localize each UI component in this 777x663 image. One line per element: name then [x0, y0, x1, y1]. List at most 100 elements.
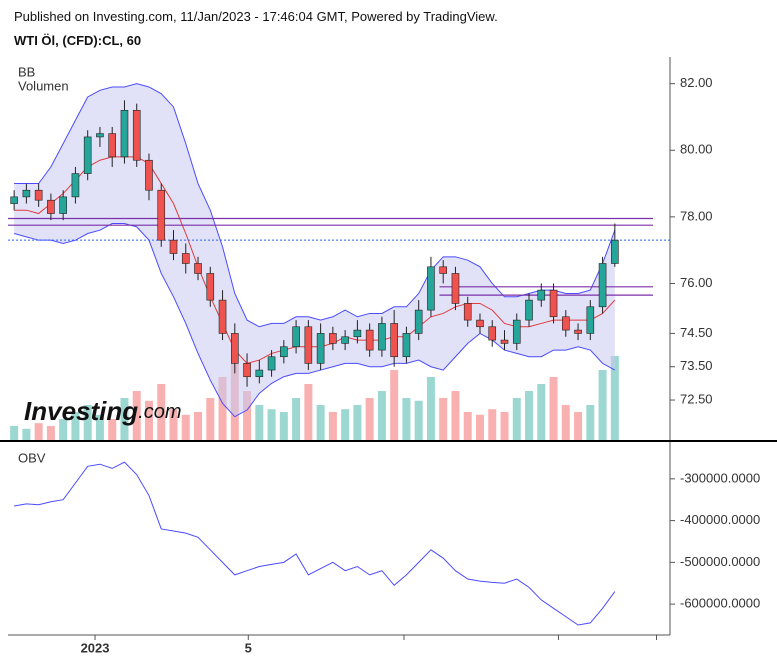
candle — [341, 330, 349, 351]
candle — [243, 353, 251, 387]
volume-bar — [255, 405, 264, 440]
candle — [157, 183, 166, 247]
y-tick-label: 72.50 — [680, 391, 713, 406]
volume-bar — [377, 391, 386, 440]
candle — [34, 183, 43, 207]
volume-bar — [279, 412, 288, 440]
candle — [47, 193, 55, 221]
volume-bar — [144, 400, 153, 440]
volume-bar — [108, 419, 117, 440]
candle — [427, 256, 435, 317]
candle — [414, 300, 423, 341]
bb-upper — [14, 83, 616, 328]
candle — [59, 190, 67, 221]
candle — [304, 320, 313, 371]
candle — [586, 300, 595, 341]
candle-body — [463, 303, 472, 321]
candle-body — [292, 326, 300, 348]
volume-bar — [169, 409, 178, 440]
candle — [353, 320, 362, 344]
candle-body — [476, 319, 484, 328]
candle-body — [280, 346, 288, 358]
volume-bar — [95, 414, 104, 440]
candle-body — [316, 333, 325, 364]
candle-body — [22, 189, 31, 198]
y-tick-label: 80.00 — [680, 142, 713, 157]
candle-body — [512, 319, 521, 344]
candle-body — [34, 189, 43, 201]
candle-body — [10, 196, 18, 204]
candle — [598, 256, 607, 314]
candle-body — [574, 329, 582, 334]
candle-body — [206, 273, 215, 301]
legend-entry: OBV — [18, 450, 46, 465]
candle-body — [378, 323, 386, 351]
candle-body — [120, 109, 129, 158]
bb-fill — [14, 83, 615, 417]
candle — [181, 243, 190, 274]
volume-bar — [365, 398, 374, 440]
candle — [316, 323, 325, 371]
candle-body — [427, 266, 435, 311]
volume-bar — [218, 377, 227, 440]
volume-bar — [475, 414, 484, 440]
candle-body — [243, 363, 251, 378]
x-tick-label: 2023 — [81, 640, 110, 655]
candle — [512, 313, 521, 351]
candle-body — [267, 356, 276, 371]
candle — [574, 323, 582, 341]
volume-bar — [426, 377, 435, 440]
volume-bar — [194, 412, 203, 440]
y-tick-label: 76.00 — [680, 275, 713, 290]
published-note: Published on Investing.com, 11/Jan/2023 … — [14, 9, 498, 24]
candle — [96, 126, 104, 147]
candle-body — [402, 333, 411, 358]
volume-bar — [120, 398, 129, 440]
candle — [22, 183, 31, 204]
volume-bar — [525, 391, 534, 440]
volume-bar — [341, 409, 350, 440]
candle — [292, 320, 300, 354]
candle — [280, 340, 288, 364]
candle-body — [537, 289, 546, 301]
volume-bar — [34, 423, 43, 440]
volume-bar — [402, 398, 411, 440]
y-tick-label: -500000.0000 — [680, 554, 760, 569]
candle — [500, 330, 509, 351]
y-tick-label: 74.50 — [680, 325, 713, 340]
candle — [329, 326, 337, 351]
logo-suffix: .com — [138, 401, 181, 423]
candle — [611, 223, 619, 267]
candle — [10, 190, 18, 211]
y-tick-label: -300000.0000 — [680, 470, 760, 485]
candle-body — [611, 239, 619, 264]
candle-body — [341, 336, 349, 344]
volume-bar — [451, 391, 460, 440]
volume-bar — [610, 356, 619, 440]
volume-bar — [488, 409, 497, 440]
candle-body — [194, 263, 202, 274]
volume-bar — [59, 419, 68, 440]
candle — [402, 326, 411, 364]
candle — [390, 310, 398, 367]
candle-body — [488, 326, 497, 341]
y-tick-label: 82.00 — [680, 75, 713, 90]
candle — [561, 310, 570, 337]
volume-bar — [316, 405, 325, 440]
candle — [549, 283, 558, 324]
y-tick-label: 73.50 — [680, 358, 713, 373]
candle — [71, 166, 80, 204]
candle-body — [304, 326, 313, 364]
candle — [488, 320, 497, 347]
candle — [378, 316, 386, 357]
volume-bar — [561, 405, 570, 440]
volume-bar — [292, 398, 301, 440]
candle-body — [255, 369, 264, 378]
volume-bar — [353, 405, 362, 440]
candle-body — [181, 253, 190, 264]
candle-body — [414, 309, 423, 334]
volume-bar — [549, 377, 558, 440]
candle — [451, 266, 460, 311]
